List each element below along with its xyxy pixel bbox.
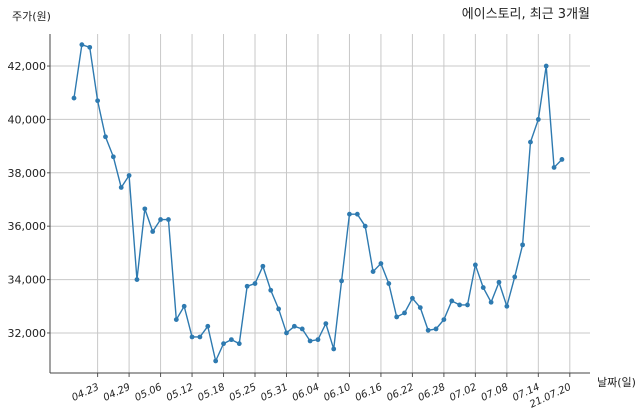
y-tick-label: 32,000 <box>8 327 47 340</box>
data-point <box>354 211 360 217</box>
data-point <box>118 185 124 190</box>
x-axis-label: 날짜(일) <box>597 375 636 389</box>
data-point <box>299 326 305 332</box>
data-point <box>284 330 289 336</box>
x-tick-label: 05.12 <box>165 382 196 404</box>
y-axis-label: 주가(원) <box>12 10 51 23</box>
data-point <box>236 341 242 347</box>
data-point <box>150 229 156 234</box>
data-point <box>410 295 415 301</box>
data-point <box>134 277 140 282</box>
y-tick-label: 38,000 <box>8 167 47 180</box>
series <box>71 42 565 364</box>
data-point <box>386 281 392 286</box>
data-point <box>260 263 266 269</box>
data-point <box>504 303 510 309</box>
data-point <box>79 42 85 48</box>
x-tick-label: 04.29 <box>102 382 133 404</box>
y-tick-label: 40,000 <box>8 113 47 126</box>
data-point <box>488 299 494 305</box>
data-point <box>166 217 171 222</box>
x-tick-label: 06.22 <box>385 382 416 404</box>
data-point <box>465 302 470 308</box>
data-point <box>402 310 407 316</box>
data-point <box>126 173 132 178</box>
y-tick-label: 36,000 <box>8 220 47 233</box>
x-tick-label: 05.31 <box>259 382 290 404</box>
data-point <box>323 321 329 327</box>
axes <box>47 34 590 377</box>
x-tick-label: 05.06 <box>133 382 164 404</box>
data-point <box>543 63 549 69</box>
x-tick-label: 06.16 <box>354 382 385 404</box>
grid <box>50 34 590 373</box>
data-point <box>197 334 203 340</box>
y-tick-label: 34,000 <box>8 274 47 287</box>
data-point <box>268 287 274 293</box>
data-point <box>339 278 344 284</box>
data-point <box>213 358 219 364</box>
data-point <box>189 334 195 340</box>
data-point <box>535 117 541 122</box>
x-tick-label: 05.18 <box>196 382 227 404</box>
data-point <box>142 206 148 212</box>
data-point <box>181 303 187 309</box>
y-tick-label: 42,000 <box>8 60 47 73</box>
data-point <box>221 341 226 347</box>
x-tick-label: 06.04 <box>291 382 322 404</box>
data-point <box>276 306 282 312</box>
data-point <box>449 298 455 304</box>
x-tick-label: 07.02 <box>448 382 479 404</box>
data-point <box>103 134 108 140</box>
data-point <box>496 279 502 285</box>
data-point <box>331 346 337 352</box>
data-point <box>205 323 211 329</box>
data-point <box>520 242 525 248</box>
data-point <box>480 285 486 290</box>
tick-labels: 32,000 34,000 36,000 38,000 40,000 42,000 04.2… <box>8 60 574 411</box>
data-point <box>244 283 250 289</box>
data-point <box>378 261 384 266</box>
data-point <box>425 327 431 333</box>
data-point <box>457 302 463 308</box>
data-point <box>315 337 321 343</box>
data-point <box>252 281 258 286</box>
chart-title: 에이스토리, 최근 3개월 <box>462 7 590 22</box>
data-point <box>512 274 518 280</box>
data-point <box>173 317 179 323</box>
data-point <box>362 223 368 229</box>
data-point <box>551 165 557 170</box>
data-point <box>158 217 163 222</box>
data-point <box>95 98 101 104</box>
data-point <box>528 139 533 145</box>
x-tick-label: 07.08 <box>480 382 511 404</box>
data-point <box>291 323 297 329</box>
data-point <box>87 44 93 50</box>
x-tick-label: 06.10 <box>322 382 353 404</box>
data-point <box>71 95 77 101</box>
data-point <box>472 262 478 268</box>
x-tick-label: 05.25 <box>228 382 259 404</box>
data-point <box>229 337 234 343</box>
data-point <box>110 154 116 160</box>
data-point <box>394 314 400 320</box>
data-point <box>559 157 565 162</box>
data-point <box>307 338 313 344</box>
data-point <box>347 211 352 217</box>
x-tick-label: 06.28 <box>417 382 448 404</box>
data-point <box>441 317 447 323</box>
data-point <box>433 326 439 332</box>
x-tick-label: 04.23 <box>70 382 101 404</box>
data-point <box>417 305 423 311</box>
data-point <box>370 269 376 274</box>
